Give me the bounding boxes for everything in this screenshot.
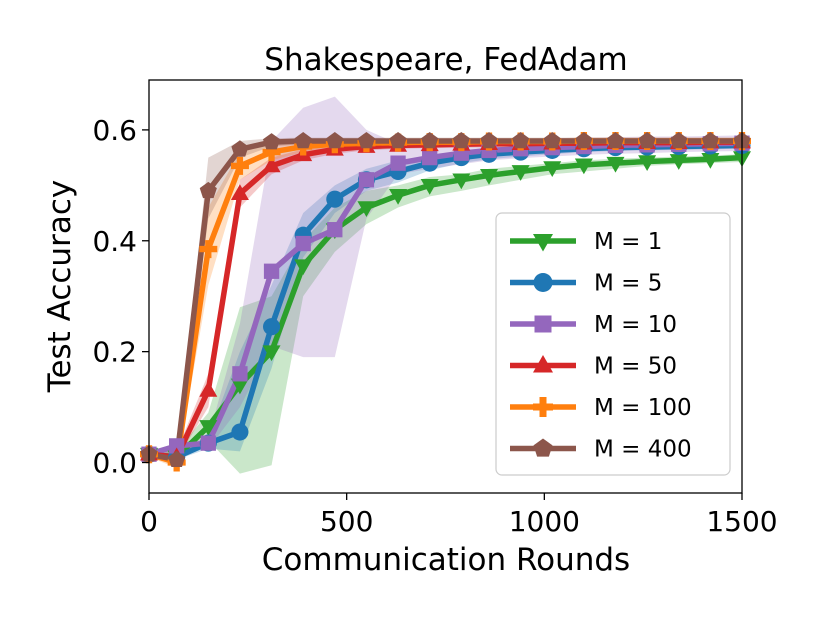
y-tick-label: 0.4 — [92, 225, 137, 258]
point-m-50 — [262, 156, 281, 173]
point-m-400 — [606, 131, 625, 149]
legend-marker-m-100 — [533, 397, 553, 417]
point-m-400 — [543, 131, 561, 149]
band-m-400 — [149, 137, 742, 466]
point-m-400 — [357, 131, 375, 149]
y-tick-label: 0.0 — [92, 447, 137, 480]
legend-label-m-1: M = 1 — [594, 229, 662, 255]
point-m-1 — [262, 345, 281, 362]
legend: M = 1 M = 5 M = 10 M = 50 M = 100 M = 400 — [495, 212, 731, 476]
point-m-1 — [701, 152, 720, 169]
y-tick-label: 0.2 — [92, 336, 137, 369]
point-m-10 — [232, 366, 248, 382]
point-m-400 — [262, 133, 281, 150]
point-m-10 — [358, 172, 375, 188]
point-m-5 — [263, 318, 281, 336]
point-m-10 — [200, 435, 216, 451]
legend-marker-m-10 — [534, 315, 552, 333]
point-m-400 — [670, 131, 688, 149]
y-axis-label: Test Accuracy — [42, 180, 78, 393]
point-m-400 — [421, 131, 439, 149]
point-m-1 — [199, 420, 218, 436]
plot-frame — [148, 79, 743, 494]
point-m-10 — [327, 222, 343, 238]
point-m-400 — [701, 131, 719, 149]
point-m-400 — [231, 140, 249, 157]
point-m-1 — [574, 158, 593, 175]
point-m-1 — [389, 189, 408, 205]
point-m-10 — [169, 438, 185, 454]
legend-marker-m-50 — [533, 355, 553, 373]
point-m-10 — [295, 235, 311, 252]
x-tick-label: 1500 — [706, 505, 777, 538]
chart-title: Shakespeare, FedAdam — [264, 42, 627, 78]
point-m-1 — [357, 201, 376, 217]
point-m-400 — [638, 131, 656, 149]
point-m-400 — [294, 131, 312, 149]
point-m-400 — [575, 131, 593, 149]
x-axis-label: Communication Rounds — [262, 542, 630, 578]
legend-label-m-400: M = 400 — [594, 437, 692, 463]
point-m-1 — [543, 161, 562, 178]
point-m-10 — [263, 263, 280, 279]
band-m-10 — [149, 96, 742, 457]
point-m-400 — [389, 131, 407, 149]
point-m-50 — [230, 184, 249, 200]
point-m-1 — [606, 156, 625, 173]
point-m-100 — [262, 143, 281, 162]
point-m-400 — [480, 131, 498, 149]
point-m-400 — [326, 131, 344, 149]
point-m-1 — [230, 378, 249, 395]
point-m-100 — [199, 240, 218, 259]
point-m-5 — [231, 423, 249, 441]
x-tick-label: 500 — [320, 505, 373, 538]
point-m-1 — [638, 155, 657, 171]
point-m-50 — [199, 380, 218, 397]
point-m-400 — [168, 450, 186, 468]
series-markers — [140, 131, 751, 472]
point-m-1 — [420, 179, 439, 195]
point-m-10 — [422, 149, 438, 166]
point-m-400 — [199, 181, 217, 199]
band-m-1 — [149, 154, 742, 474]
band-m-5 — [149, 142, 742, 460]
legend-label-m-10: M = 10 — [594, 312, 677, 338]
x-tick-label: 1000 — [509, 505, 580, 538]
legend-label-m-100: M = 100 — [594, 395, 692, 421]
point-m-5 — [326, 190, 344, 208]
legend-label-m-50: M = 50 — [594, 354, 677, 380]
legend-label-m-5: M = 5 — [594, 271, 662, 297]
axis-ticks: 0 500 1000 1500 0.0 0.2 0.4 0.6 — [92, 114, 777, 538]
point-m-1 — [452, 173, 471, 190]
legend-marker-m-400 — [533, 438, 553, 457]
point-m-1 — [511, 165, 530, 181]
legend-marker-m-5 — [533, 273, 553, 292]
point-m-1 — [294, 259, 313, 276]
x-tick-label: 0 — [140, 505, 158, 538]
point-m-400 — [512, 131, 530, 149]
legend-marker-m-1 — [533, 234, 553, 252]
point-m-1 — [479, 169, 498, 185]
point-m-100 — [230, 156, 249, 175]
point-m-400 — [452, 131, 470, 149]
confidence-bands — [149, 96, 742, 474]
point-m-10 — [390, 155, 406, 171]
point-m-1 — [669, 154, 688, 170]
y-tick-label: 0.6 — [92, 114, 137, 147]
